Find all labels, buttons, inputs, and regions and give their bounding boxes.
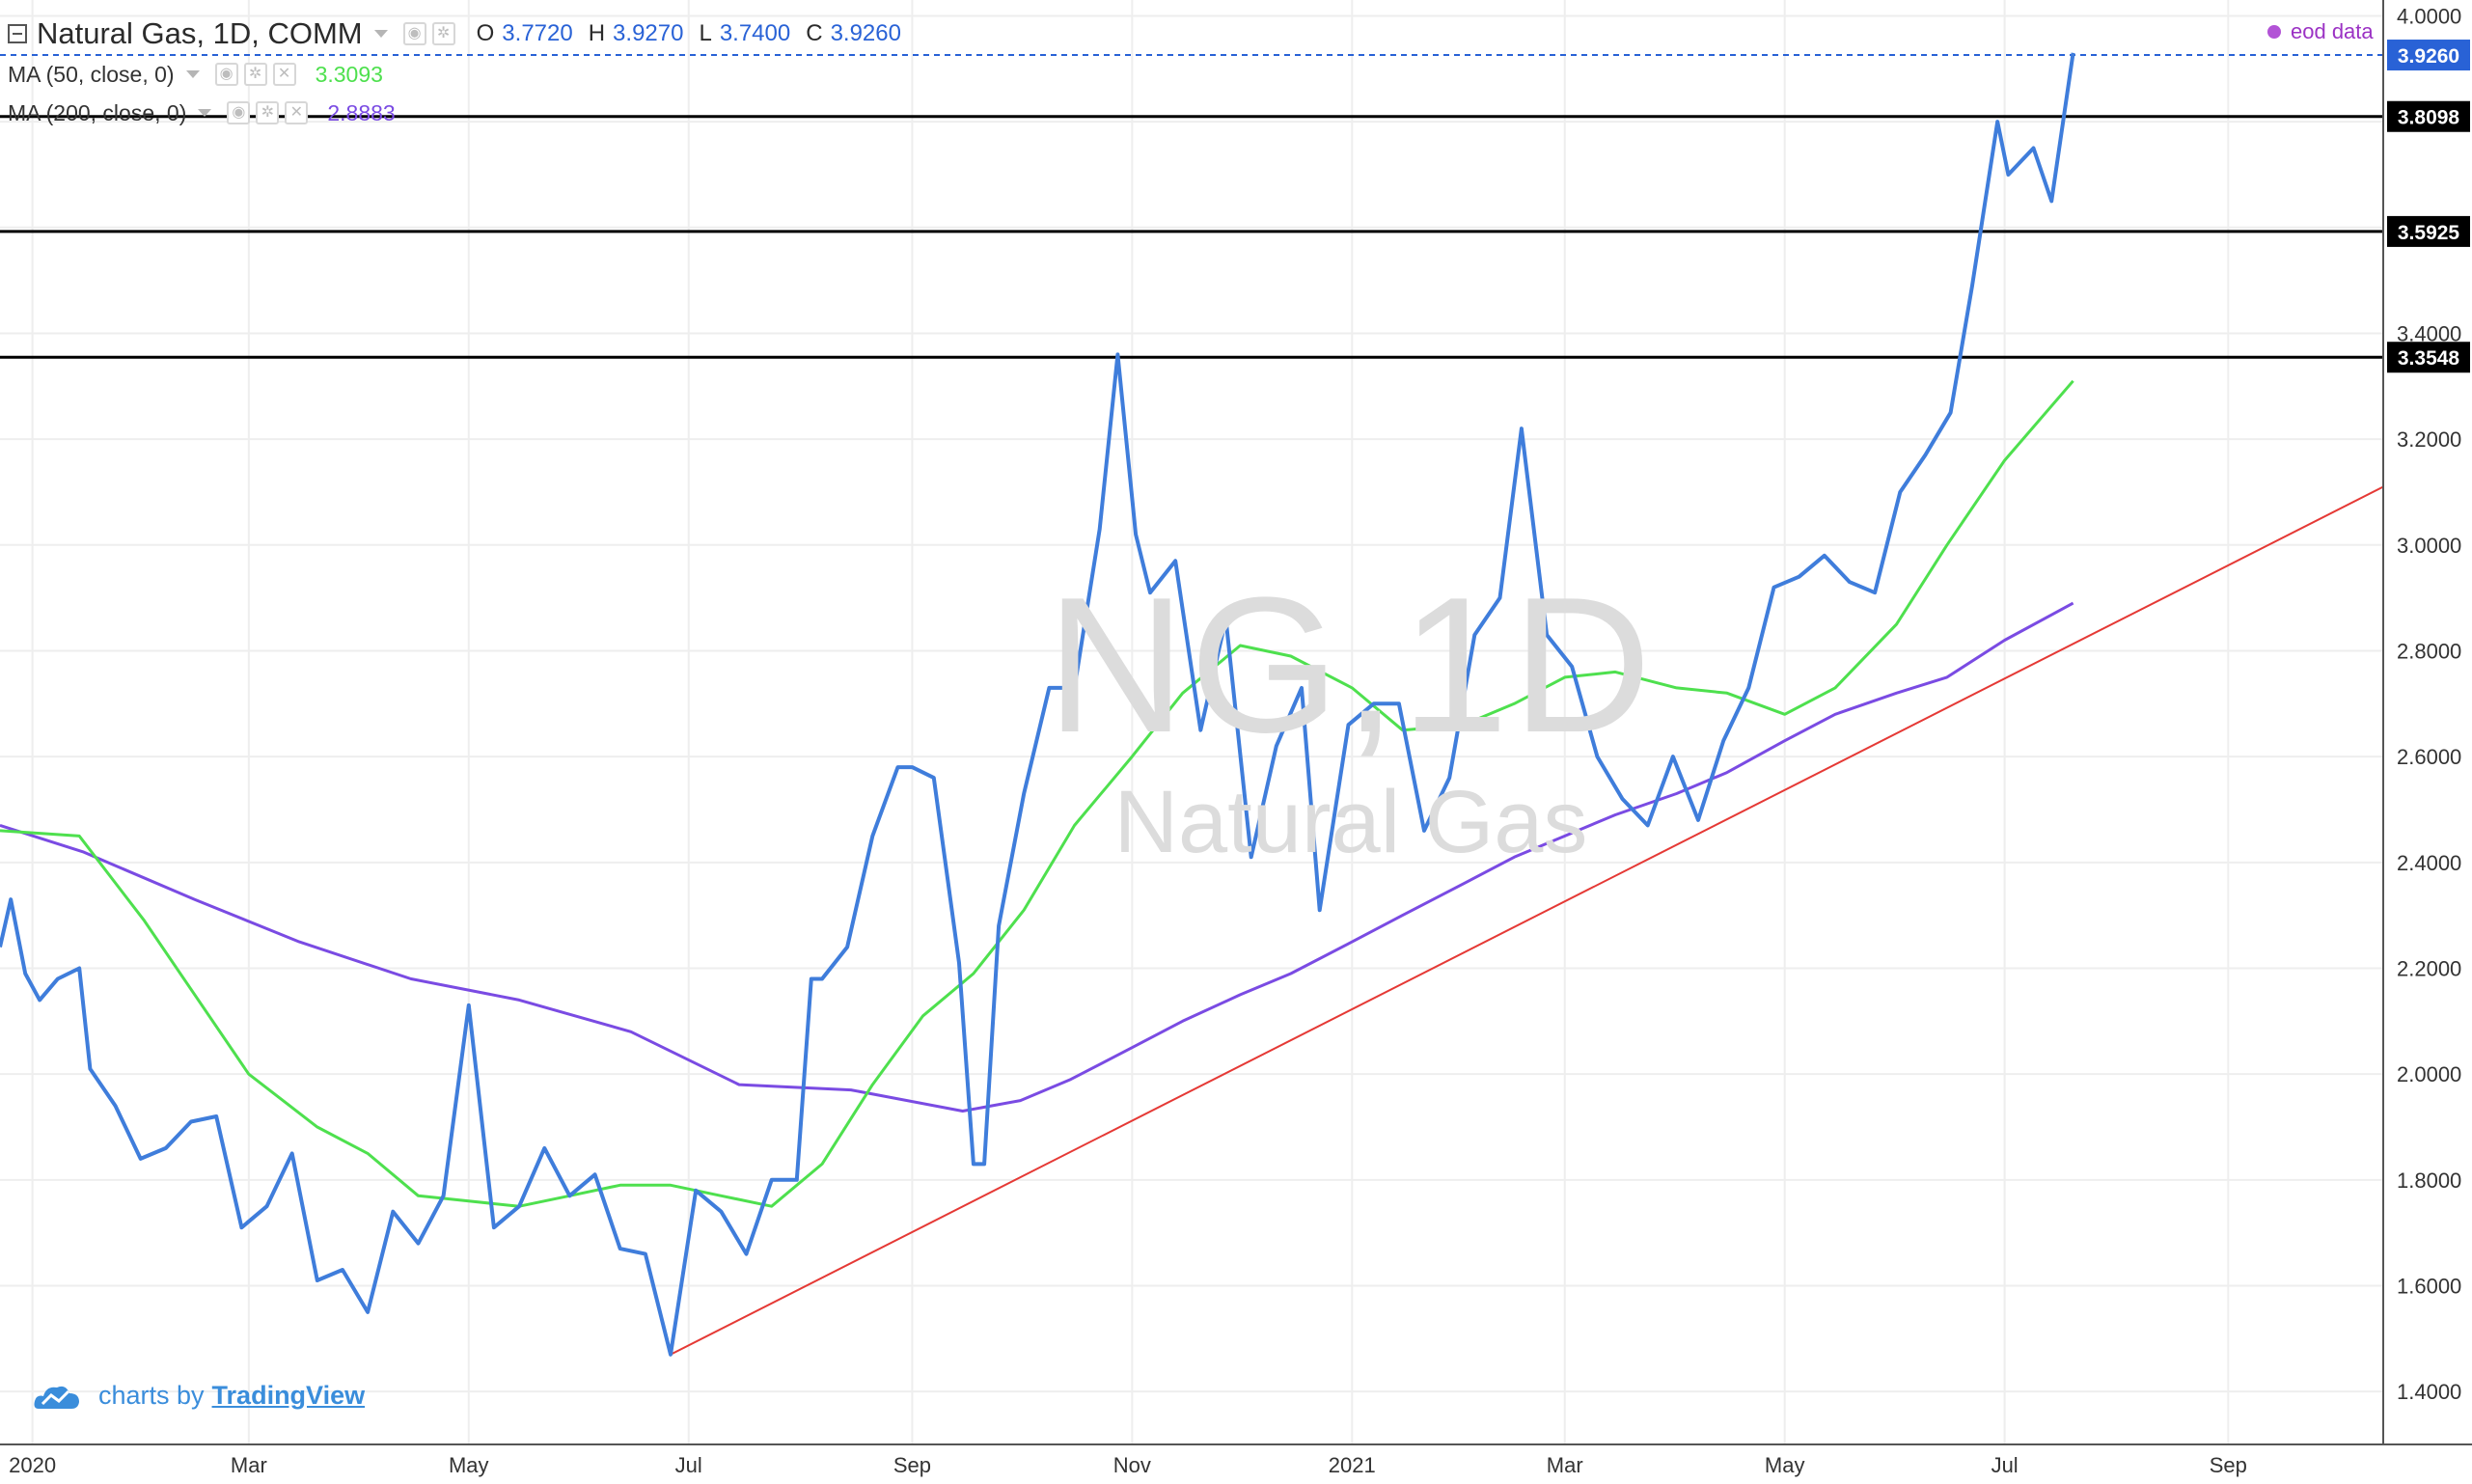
x-tick-label: Mar [231,1453,267,1477]
x-tick-label: Nov [1113,1453,1151,1477]
close-value: 3.9260 [830,20,901,46]
ma200-legend-row: MA (200, close, 0) ◉ ✲ ✕ 2.8883 [8,96,396,129]
level-price-label: 3.8098 [2398,107,2460,129]
open-label: O [476,20,495,46]
y-tick-label: 1.4000 [2397,1380,2461,1404]
tradingview-branding[interactable]: charts by TradingView [33,1380,365,1411]
eye-icon[interactable]: ◉ [227,101,251,124]
gear-icon[interactable]: ✲ [256,101,280,124]
chevron-down-icon[interactable] [185,70,200,78]
level-price-label-bg [2387,342,2470,373]
x-tick-label: Jul [1991,1453,2019,1477]
level-price-label-bg [2387,100,2470,132]
gear-icon[interactable]: ✲ [431,22,455,45]
y-tick-label: 2.0000 [2397,1062,2461,1086]
series-layer [0,52,2075,1357]
support-resistance-levels [0,54,2383,359]
x-tick-label: Sep [2210,1453,2247,1477]
ma200-line[interactable] [0,601,2074,1113]
y-tick-label: 3.0000 [2397,534,2461,558]
trendline-layer [670,485,2384,1356]
ma50-value: 3.3093 [315,61,383,87]
y-tick-label: 3.2000 [2397,427,2461,452]
chevron-down-icon[interactable] [373,30,388,38]
y-tick-label: 2.8000 [2397,639,2461,663]
open-value: 3.7720 [502,20,573,46]
x-tick-label: Jul [675,1453,702,1477]
last-price-label-bg [2387,40,2470,71]
x-tick-label: Sep [893,1453,931,1477]
eod-data-label: eod data [2291,19,2374,43]
high-value: 3.9270 [613,20,684,46]
x-tick-label: May [1765,1453,1805,1477]
x-tick-label: Mar [1547,1453,1583,1477]
y-tick-label: 2.4000 [2397,851,2461,875]
ma200-label[interactable]: MA (200, close, 0) [8,99,187,125]
level-price-label: 3.5925 [2398,222,2460,244]
tradingview-cloud-icon [34,1386,79,1409]
ma50-label[interactable]: MA (50, close, 0) [8,61,175,87]
close-label: C [806,20,823,46]
y-tick-label: 2.2000 [2397,956,2461,980]
tradingview-link[interactable]: TradingView [211,1380,366,1410]
x-tick-label: 2021 [1329,1453,1376,1477]
x-tick-label: 2020 [9,1453,56,1477]
last-price-label: 3.9260 [2398,45,2459,68]
symbol-title[interactable]: Natural Gas, 1D, COMM [37,16,363,50]
symbol-legend-row: Natural Gas, 1D, COMM ◉ ✲ O 3.7720 H 3.9… [8,14,901,54]
gear-icon[interactable]: ✲ [243,63,267,86]
eye-icon[interactable]: ◉ [402,22,426,45]
ma200-value: 2.8883 [327,99,396,125]
grid [0,0,2383,1444]
price-line[interactable] [0,52,2075,1357]
low-label: L [699,20,712,46]
collapse-legend-icon[interactable] [8,24,27,43]
trendline[interactable] [670,485,2384,1356]
eye-icon[interactable]: ◉ [214,63,238,86]
ma50-legend-row: MA (50, close, 0) ◉ ✲ ✕ 3.3093 [8,58,383,91]
x-tick-label: May [449,1453,489,1477]
y-tick-label: 1.6000 [2397,1274,2461,1298]
chevron-down-icon[interactable] [198,109,212,117]
branding-prefix: charts by [98,1380,205,1410]
eod-dot-icon [2267,25,2281,39]
close-icon[interactable]: ✕ [272,63,296,86]
y-tick-label: 1.8000 [2397,1168,2461,1193]
y-tick-label: 2.6000 [2397,745,2461,769]
level-price-label: 3.3548 [2398,347,2460,370]
level-price-label-bg [2387,215,2470,247]
legend: Natural Gas, 1D, COMM ◉ ✲ O 3.7720 H 3.9… [0,0,2383,135]
eod-data-badge[interactable]: eod data [2267,19,2374,44]
ma50-line[interactable] [0,379,2074,1208]
high-label: H [588,20,606,46]
y-tick-label: 4.0000 [2397,4,2461,28]
low-value: 3.7400 [719,20,791,46]
close-icon[interactable]: ✕ [285,101,309,124]
